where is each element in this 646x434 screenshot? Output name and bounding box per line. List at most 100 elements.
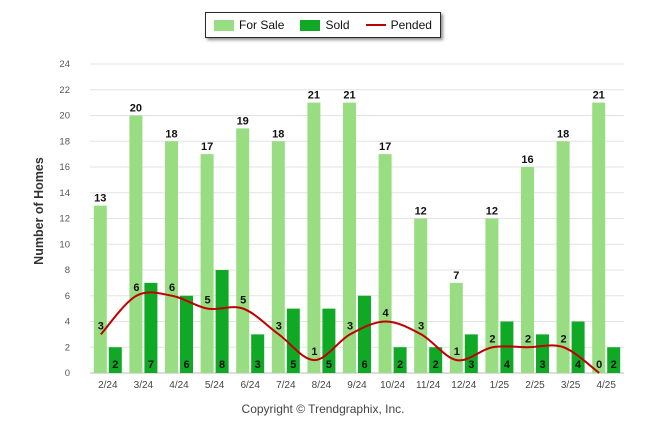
data-label-sold: 6: [361, 359, 367, 371]
bar-for-sale: [236, 128, 250, 373]
data-label-pended: 3: [276, 320, 282, 332]
bar-sold: [571, 321, 585, 373]
legend-label-for-sale: For Sale: [239, 18, 285, 32]
x-tick-label: 1/25: [490, 380, 510, 391]
data-label-sold: 3: [255, 359, 261, 371]
x-tick-label: 11/24: [416, 380, 441, 391]
bar-sold: [536, 334, 549, 373]
x-tick-label: 4/24: [169, 380, 189, 391]
data-label-for-sale: 18: [165, 128, 177, 140]
y-tick-label: 24: [59, 59, 70, 70]
data-label-pended: 0: [596, 359, 602, 371]
data-label-pended: 1: [311, 346, 317, 358]
data-label-sold: 4: [575, 359, 582, 371]
x-tick-label: 9/24: [347, 380, 367, 391]
x-tick-label: 2/24: [98, 380, 118, 391]
y-tick-label: 2: [65, 342, 70, 353]
legend-swatch-for-sale: [214, 19, 235, 31]
bar-for-sale: [449, 282, 463, 373]
data-label-for-sale: 12: [415, 206, 427, 218]
data-label-sold: 8: [219, 359, 225, 371]
y-tick-label: 22: [59, 85, 70, 96]
data-label-sold: 2: [611, 359, 617, 371]
x-tick-label: 2/25: [525, 380, 545, 391]
x-tick-label: 12/24: [451, 380, 476, 391]
x-tick-label: 7/24: [276, 380, 296, 391]
data-label-sold: 6: [183, 359, 189, 371]
y-tick-label: 14: [59, 188, 70, 199]
data-label-sold: 2: [397, 359, 403, 371]
data-label-for-sale: 21: [343, 90, 355, 102]
bar-for-sale: [271, 141, 285, 373]
data-label-pended: 2: [525, 333, 531, 345]
data-label-for-sale: 19: [237, 115, 249, 127]
bar-sold: [429, 347, 443, 373]
bar-sold: [144, 282, 158, 373]
bar-for-sale: [165, 141, 178, 373]
x-tick-label: 3/24: [134, 380, 154, 391]
bar-sold: [180, 295, 193, 373]
bar-sold: [286, 308, 300, 373]
data-label-pended: 3: [418, 320, 424, 332]
data-label-pended: 2: [561, 333, 567, 345]
data-label-for-sale: 21: [308, 90, 320, 102]
bar-sold: [464, 334, 478, 373]
data-label-sold: 7: [148, 359, 154, 371]
data-label-sold: 5: [326, 359, 332, 371]
data-label-for-sale: 12: [486, 206, 498, 218]
x-tick-label: 3/25: [561, 380, 581, 391]
bar-for-sale: [485, 218, 499, 373]
y-tick-label: 16: [59, 162, 70, 173]
x-tick-label: 5/24: [205, 380, 225, 391]
bar-sold: [322, 308, 336, 373]
y-tick-label: 6: [65, 291, 70, 302]
legend-swatch-sold: [300, 19, 321, 31]
line-pended: [100, 291, 600, 374]
data-label-sold: 2: [433, 359, 439, 371]
bar-sold: [251, 334, 265, 373]
data-label-pended: 4: [383, 308, 390, 320]
bar-for-sale: [343, 102, 356, 373]
bar-sold: [215, 270, 229, 373]
data-label-for-sale: 17: [379, 141, 391, 153]
data-label-for-sale: 21: [593, 90, 605, 102]
y-tick-label: 18: [59, 136, 70, 147]
data-label-for-sale: 18: [557, 128, 569, 140]
data-label-for-sale: 13: [94, 193, 106, 205]
data-label-for-sale: 7: [453, 270, 459, 282]
data-label-pended: 6: [133, 282, 139, 294]
bar-for-sale: [592, 102, 606, 373]
y-tick-label: 10: [59, 239, 70, 250]
bar-for-sale: [200, 154, 214, 373]
data-label-for-sale: 16: [521, 154, 533, 166]
x-tick-label: 6/24: [240, 380, 260, 391]
legend-label-pended: Pended: [390, 18, 432, 32]
bar-for-sale: [414, 218, 428, 373]
data-label-pended: 1: [454, 346, 460, 358]
data-label-pended: 6: [169, 282, 175, 294]
y-axis-title: Number of Homes: [32, 157, 46, 265]
data-label-pended: 3: [347, 320, 353, 332]
legend-item-for-sale: For Sale: [214, 18, 284, 32]
copyright-text: Copyright © Trendgraphix, Inc.: [241, 402, 405, 416]
bar-sold: [607, 347, 621, 373]
data-label-pended: 2: [489, 333, 495, 345]
y-tick-label: 20: [59, 111, 70, 122]
data-label-sold: 3: [539, 359, 545, 371]
data-label-for-sale: 18: [272, 128, 284, 140]
bar-for-sale: [307, 102, 321, 373]
data-label-sold: 2: [112, 359, 118, 371]
bar-for-sale: [129, 115, 143, 373]
bar-for-sale: [93, 205, 107, 373]
x-tick-label: 4/25: [596, 380, 616, 391]
legend-swatch-pended: [365, 24, 386, 26]
legend-item-pended: Pended: [365, 18, 432, 32]
bar-for-sale: [556, 141, 570, 373]
data-label-sold: 4: [504, 359, 511, 371]
bar-sold: [393, 347, 407, 373]
y-tick-label: 4: [65, 317, 70, 328]
legend: For Sale Sold Pended: [205, 12, 441, 38]
data-label-pended: 5: [240, 295, 246, 307]
bar-for-sale: [378, 154, 392, 373]
